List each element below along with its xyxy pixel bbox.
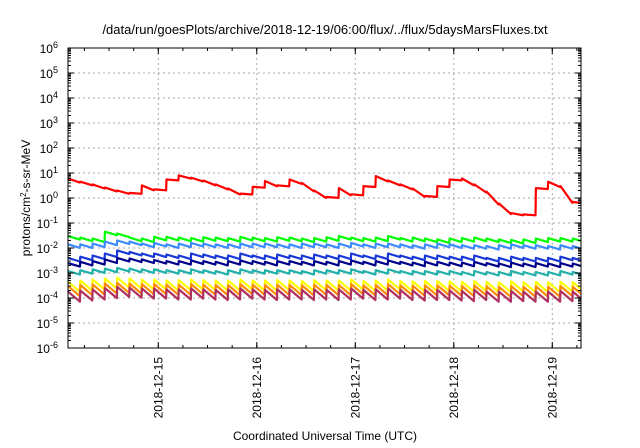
y-tick-label: 10-4 [37, 290, 58, 306]
y-tick-label: 104 [40, 90, 58, 106]
series-line-3 [68, 256, 581, 269]
x-tick-label: 2018-12-16 [250, 357, 264, 419]
series-line-2 [68, 249, 581, 263]
y-tick-label: 105 [40, 65, 58, 81]
y-tick-label: 10-2 [37, 240, 58, 256]
ticks: 10-6 10-5 10-4 10-3 10-2 10-1 100 101 102 103 104 1… [37, 40, 581, 418]
series-line-4 [68, 266, 581, 277]
series-layer [68, 174, 581, 303]
x-tick-label: 2018-12-17 [348, 357, 362, 419]
y-tick-label: 103 [40, 115, 58, 131]
x-tick-label: 2018-12-18 [447, 357, 461, 419]
y-tick-label: 102 [40, 140, 58, 156]
y-axis-label: protons/cm2-s-sr-MeV [19, 140, 34, 256]
series-line-8 [68, 174, 581, 217]
y-tick-label: 10-1 [37, 215, 58, 231]
x-tick-label: 2018-12-15 [151, 357, 165, 419]
y-tick-label: 106 [40, 40, 58, 56]
y-tick-label: 10-5 [37, 315, 58, 331]
series-line-1 [68, 239, 581, 251]
series-line-0 [68, 230, 581, 245]
y-tick-label: 101 [40, 165, 58, 181]
y-tick-label: 10-6 [37, 340, 58, 356]
y-tick-label: 100 [40, 190, 58, 206]
y-tick-label: 10-3 [37, 265, 58, 281]
x-axis-label: Coordinated Universal Time (UTC) [233, 429, 417, 443]
series-line-7 [68, 285, 581, 303]
x-tick-label: 2018-12-19 [545, 357, 559, 419]
chart-title: /data/run/goesPlots/archive/2018-12-19/0… [102, 22, 548, 37]
